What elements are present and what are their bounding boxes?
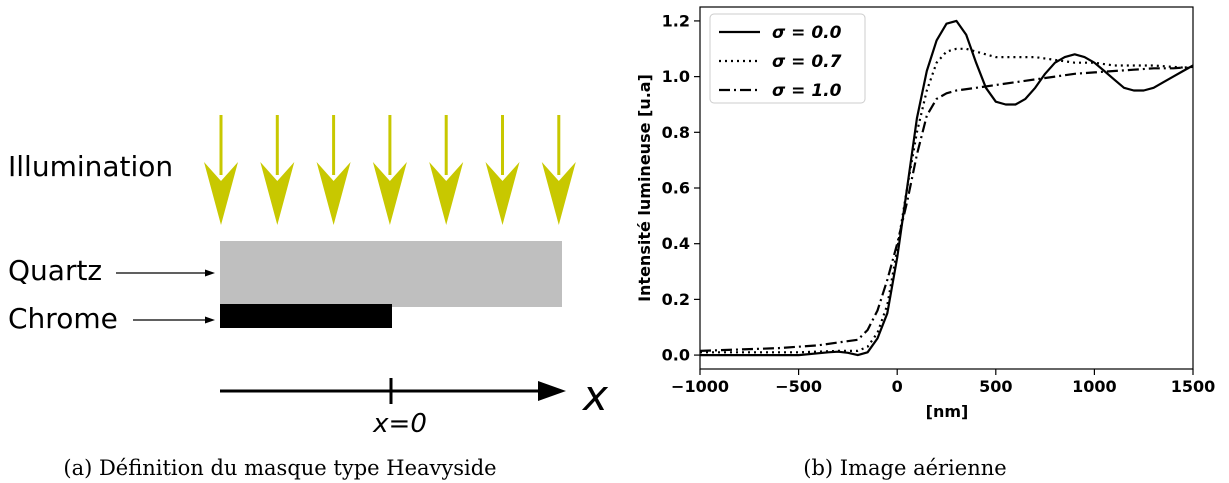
x-axis-ticks: −1000 −500 0 500 1000 1500	[671, 369, 1215, 396]
aerial-image-chart: 0.0 0.2 0.4 0.6 0.8 1.0 1.2 −1000 −500 0 500 1000 1…	[635, 6, 1215, 480]
quartz-label: Quartz	[8, 254, 102, 287]
y-tick-label: 0.4	[662, 234, 690, 253]
y-tick-label: 0.0	[662, 346, 690, 365]
x-tick-label: −500	[775, 377, 822, 396]
y-tick-label: 1.2	[662, 11, 690, 30]
series-line	[700, 65, 1193, 352]
illumination-arrow	[429, 115, 464, 225]
legend-label: σ = 1.0	[772, 81, 842, 101]
x-tick-label: −1000	[671, 377, 729, 396]
y-tick-label: 0.8	[662, 123, 690, 142]
x-axis-arrow	[220, 378, 566, 404]
illumination-arrow	[485, 115, 520, 225]
series-line	[700, 19, 1193, 357]
x-axis-label: x	[581, 371, 609, 420]
y-tick-label: 1.0	[662, 67, 690, 86]
y-axis-label: Intensité lumineuse [u.a]	[635, 74, 654, 302]
caption-a: (a) Définition du masque type Heavyside	[63, 456, 496, 480]
x-tick-label: 1000	[1072, 377, 1117, 396]
illumination-arrow	[541, 115, 576, 225]
x-axis-label-nm: [nm]	[926, 402, 969, 421]
x-tick-label: 500	[979, 377, 1012, 396]
illumination-arrow	[260, 115, 295, 225]
caption-b: (b) Image aérienne	[803, 456, 1006, 480]
chrome-label: Chrome	[8, 302, 118, 335]
illumination-arrow	[372, 115, 407, 225]
x-zero-label: x=0	[372, 409, 427, 439]
illumination-arrow	[204, 115, 238, 225]
illumination-arrow	[316, 115, 351, 225]
legend-label: σ = 0.7	[772, 52, 842, 72]
legend-label: σ = 0.0	[772, 23, 842, 43]
series-lines	[700, 19, 1193, 357]
y-axis-ticks: 0.0 0.2 0.4 0.6 0.8 1.0 1.2	[662, 11, 700, 365]
quartz-layer	[220, 241, 562, 307]
chrome-pointer-arrow	[133, 316, 215, 324]
y-tick-label: 0.2	[662, 290, 690, 309]
quartz-pointer-arrow	[116, 269, 215, 277]
illumination-arrows	[204, 115, 576, 225]
series-line	[700, 47, 1193, 354]
mask-diagram: Illumination Quartz Chrome x=0 x (a) Déf…	[8, 115, 609, 480]
illumination-label: Illumination	[8, 150, 173, 183]
x-tick-label: 0	[892, 377, 903, 396]
chrome-layer	[220, 304, 392, 328]
chart-legend: σ = 0.0 σ = 0.7 σ = 1.0	[709, 13, 866, 104]
y-tick-label: 0.6	[662, 179, 690, 198]
x-tick-label: 1500	[1171, 377, 1216, 396]
